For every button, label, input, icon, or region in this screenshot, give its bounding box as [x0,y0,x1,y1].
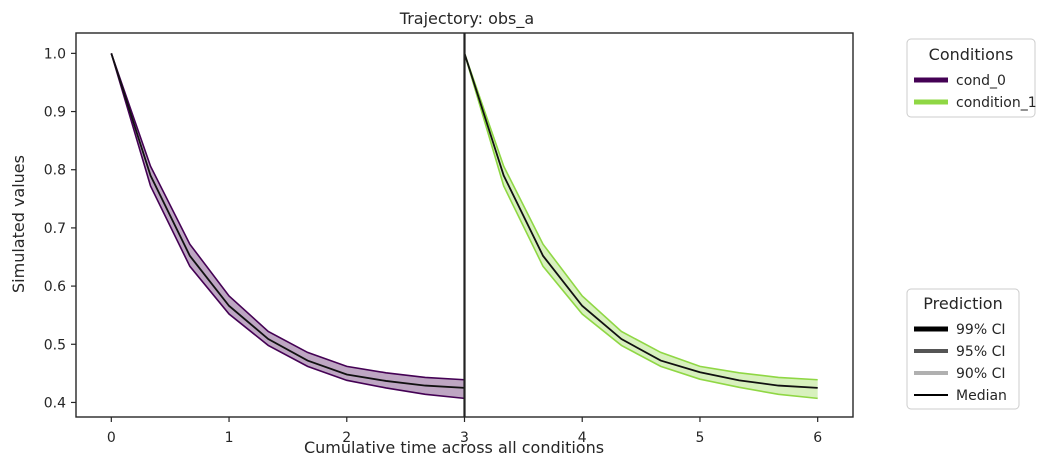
x-tick-label: 6 [813,430,822,446]
y-tick-label: 0.6 [44,279,66,295]
y-tick-label: 1.0 [44,46,66,62]
y-tick-label: 0.5 [44,337,66,353]
ci-upper-line-condition_1 [463,53,818,381]
y-axis-label: Simulated values [9,155,28,293]
legend-label-prediction: 95% CI [956,344,1005,360]
x-tick-label: 4 [578,430,587,446]
legend-conditions: Conditions cond_0 condition_1 [906,38,1037,118]
ci-lower-line-cond_0 [110,53,465,400]
legend-label-prediction: 90% CI [956,366,1005,382]
median-line-condition_1 [463,53,818,389]
legend-label-cond_0: cond_0 [956,73,1006,89]
legend-prediction-frame [906,288,1020,410]
ci-lower-line-condition_1 [463,53,818,400]
chart-title: Trajectory: obs_a [399,9,534,29]
legend-conditions-frame [906,38,1036,118]
x-tick-label: 1 [225,430,234,446]
plot-area: 0 1 2 3 4 5 6 0.4 0.5 0.6 0.7 0.8 0.9 1.0 [44,32,854,446]
x-tick-label: 5 [695,430,704,446]
median-line-cond_0 [110,53,465,389]
legend-conditions-title: Conditions [929,45,1014,64]
ci-upper-line-cond_0 [110,53,465,381]
legend-prediction-title: Prediction [923,294,1002,313]
legend-label-prediction: Median [956,388,1007,404]
x-tick-label: 3 [460,430,469,446]
ci-band-cond_0 [111,53,465,399]
y-tick-label: 0.7 [44,221,66,237]
x-tick-label: 2 [342,430,351,446]
y-tick-label: 0.9 [44,105,66,121]
ci-band-condition_1 [464,53,818,399]
y-tick-label: 0.4 [44,395,66,411]
legend-label-prediction: 99% CI [956,322,1005,338]
legend-prediction: Prediction 99% CI 95% CI 90% CI Median [906,288,1020,410]
y-tick-label: 0.8 [44,163,66,179]
legend-label-condition_1: condition_1 [956,95,1037,111]
x-tick-label: 0 [107,430,116,446]
x-axis-label: Cumulative time across all conditions [304,438,604,457]
